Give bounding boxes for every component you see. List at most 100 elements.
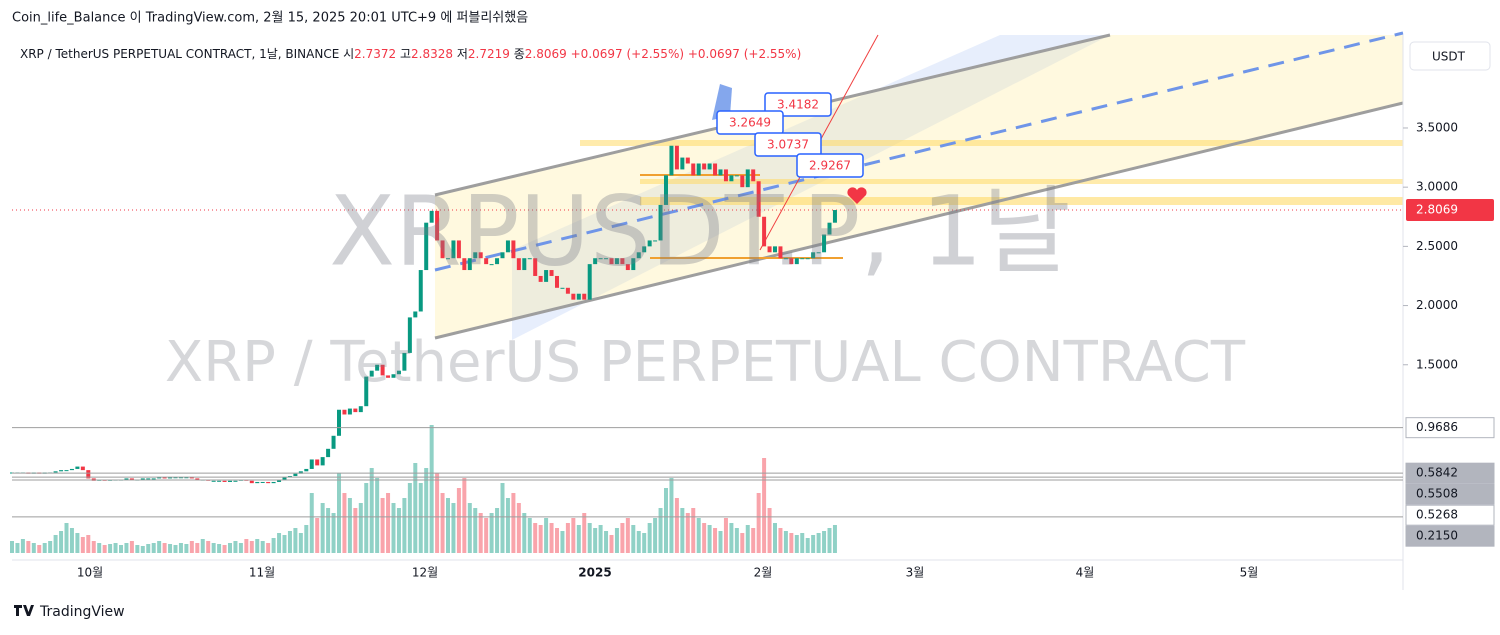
candle bbox=[489, 264, 494, 266]
unit-box[interactable] bbox=[1409, 41, 1491, 71]
candle bbox=[277, 479, 282, 482]
volume-bar bbox=[827, 528, 832, 553]
candle bbox=[647, 240, 652, 247]
candle bbox=[560, 287, 565, 289]
callout-label: 3.2649 bbox=[729, 116, 771, 130]
candle bbox=[495, 258, 500, 265]
volume-bar bbox=[255, 539, 260, 553]
volume-bar bbox=[402, 498, 407, 553]
volume-bar bbox=[614, 528, 619, 553]
ohlc-value: 2.8069 bbox=[525, 47, 567, 61]
candle bbox=[249, 480, 254, 484]
candle bbox=[664, 175, 668, 205]
level-box bbox=[1405, 483, 1495, 505]
level-label: 0.5508 bbox=[1416, 487, 1458, 501]
volume-bar bbox=[511, 493, 516, 553]
volume-bar bbox=[576, 525, 581, 553]
candle bbox=[271, 481, 276, 484]
volume-bar bbox=[331, 513, 336, 553]
volume-bar bbox=[467, 503, 472, 553]
candle bbox=[533, 258, 538, 276]
volume-bar bbox=[309, 493, 314, 553]
candle bbox=[729, 175, 734, 182]
volume-bar bbox=[500, 483, 505, 553]
volume-bar bbox=[249, 541, 254, 553]
volume-bar bbox=[620, 523, 625, 553]
candle bbox=[604, 258, 609, 260]
candle bbox=[778, 246, 783, 259]
volume-bar bbox=[729, 523, 734, 553]
volume-bar bbox=[59, 531, 64, 553]
volume-bar bbox=[91, 541, 96, 553]
volume-bar bbox=[86, 535, 91, 553]
candle bbox=[446, 258, 450, 260]
last-price-label: 2.8069 bbox=[1416, 203, 1458, 217]
volume-bar bbox=[429, 425, 434, 553]
time-label: 3월 bbox=[906, 566, 925, 580]
volume-bar bbox=[816, 533, 821, 553]
ohlc-label: 종 bbox=[514, 47, 525, 61]
candle bbox=[473, 252, 478, 259]
candle bbox=[832, 210, 837, 223]
candle bbox=[69, 468, 74, 471]
volume-bar bbox=[124, 543, 129, 553]
volume-bar bbox=[533, 523, 538, 553]
volume-bar bbox=[822, 531, 827, 553]
candle bbox=[369, 370, 374, 377]
level-box bbox=[1405, 504, 1495, 526]
volume-bar bbox=[489, 513, 494, 553]
volume-bar bbox=[233, 541, 238, 553]
volume-bar bbox=[298, 533, 303, 553]
volume-bar bbox=[342, 493, 347, 553]
volume-bar bbox=[713, 528, 718, 553]
volume-bar bbox=[358, 503, 363, 553]
candle bbox=[168, 477, 173, 479]
volume-bar bbox=[587, 523, 592, 553]
volume-bar bbox=[353, 508, 358, 553]
volume-bar bbox=[718, 531, 723, 553]
volume-bar bbox=[811, 535, 816, 553]
channel-line bbox=[434, 101, 1404, 340]
volume-bar bbox=[527, 518, 532, 553]
volume-bar bbox=[129, 541, 134, 553]
candle bbox=[794, 258, 799, 265]
candle bbox=[228, 480, 232, 482]
volume-bar bbox=[604, 531, 609, 553]
candle bbox=[500, 252, 505, 259]
volume-bar bbox=[315, 518, 320, 553]
candle bbox=[653, 240, 658, 242]
volume-bar bbox=[669, 478, 674, 553]
callout-box bbox=[796, 153, 864, 178]
volume-bar bbox=[832, 525, 837, 553]
volume-bar bbox=[571, 518, 576, 553]
volume-bar bbox=[625, 518, 630, 553]
candle bbox=[631, 258, 636, 271]
time-label: 4월 bbox=[1076, 566, 1095, 580]
volume-bar bbox=[800, 533, 805, 553]
volume-bar bbox=[418, 483, 423, 553]
volume-bar bbox=[696, 518, 701, 553]
candle bbox=[64, 470, 69, 472]
time-label: 11월 bbox=[249, 566, 275, 580]
volume-bar bbox=[168, 544, 173, 553]
volume-bar bbox=[773, 523, 777, 553]
level-label: 0.5842 bbox=[1416, 466, 1458, 480]
candle bbox=[396, 370, 401, 375]
volume-bar bbox=[653, 518, 658, 553]
candle bbox=[140, 478, 145, 480]
candle bbox=[347, 408, 352, 415]
candle bbox=[222, 480, 227, 482]
candle bbox=[451, 240, 456, 259]
candle bbox=[233, 480, 238, 482]
ohlc-value: 2.8328 bbox=[411, 47, 453, 61]
price-tick-label: 2.0000 bbox=[1416, 298, 1458, 312]
candle bbox=[587, 264, 592, 300]
candle bbox=[811, 252, 816, 259]
volume-bar bbox=[462, 478, 467, 553]
candle bbox=[789, 258, 794, 265]
volume-bar bbox=[582, 513, 587, 553]
volume-bar bbox=[778, 528, 783, 553]
heart-icon bbox=[847, 187, 867, 204]
candle bbox=[173, 477, 178, 479]
